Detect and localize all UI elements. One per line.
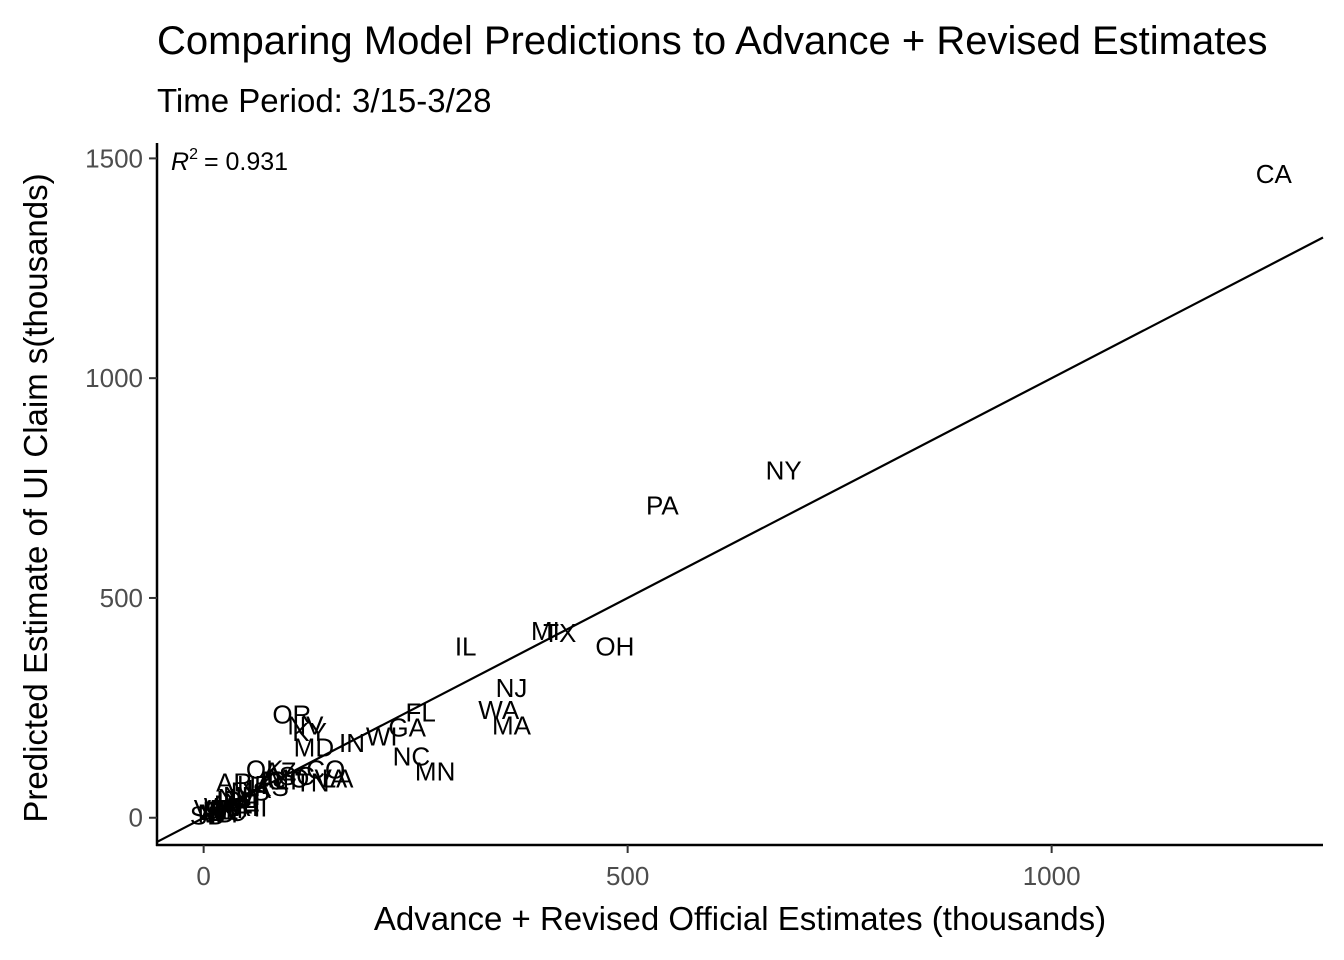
point-label-tn: TN	[295, 768, 330, 798]
point-label-mt: MT	[210, 794, 248, 824]
point-label-nv: NV	[287, 711, 324, 741]
point-label-nj: NJ	[496, 673, 528, 703]
x-tick-label: 1000	[1023, 861, 1081, 891]
point-label-mi: MI	[531, 616, 560, 646]
point-label-la: LA	[322, 763, 354, 793]
point-label-ok: OK	[246, 754, 284, 784]
point-label-va: VA	[314, 763, 347, 793]
point-label-or: OR	[272, 700, 311, 730]
point-label-in: IN	[339, 728, 365, 758]
y-axis-title: Predicted Estimate of UI Claim s(thousan…	[17, 173, 54, 822]
point-label-mn: MN	[415, 757, 455, 787]
point-label-vt: VT	[194, 794, 227, 824]
point-label-id: ID	[216, 785, 242, 815]
y-tick-label: 1500	[85, 143, 143, 173]
point-label-al: AL	[257, 765, 289, 795]
y-tick-label: 1000	[85, 363, 143, 393]
point-label-nh: NH	[223, 781, 261, 811]
regression-line	[156, 236, 1324, 843]
point-label-ct: CT	[267, 765, 302, 795]
point-label-me: ME	[214, 790, 253, 820]
point-label-pa: PA	[646, 491, 679, 521]
x-tick-label: 0	[196, 861, 210, 891]
point-label-ca: CA	[1256, 159, 1293, 189]
point-label-wy: WY	[201, 798, 243, 828]
point-label-hi: HI	[242, 793, 268, 823]
point-label-il: IL	[455, 631, 477, 661]
point-label-ny: NY	[766, 456, 802, 486]
x-tick-label: 500	[606, 861, 649, 891]
point-label-sd: SD	[190, 801, 226, 831]
point-label-ak: AK	[202, 796, 237, 826]
point-label-nd: ND	[198, 798, 236, 828]
chart-title: Comparing Model Predictions to Advance +…	[157, 19, 1268, 63]
point-label-co: CO	[306, 754, 345, 784]
point-label-de: DE	[203, 795, 239, 825]
point-label-fl: FL	[406, 697, 436, 727]
point-label-mo: MO	[267, 763, 309, 793]
point-label-ut: UT	[237, 770, 272, 800]
point-label-ar: AR	[216, 768, 252, 798]
point-label-dc: DC	[209, 797, 247, 827]
point-label-ia: IA	[246, 774, 271, 804]
point-label-sc: SC	[279, 761, 315, 791]
point-label-wv: WV	[204, 792, 247, 822]
point-label-tx: TX	[543, 618, 576, 648]
point-label-az: AZ	[263, 757, 296, 787]
point-label-ms: MS	[231, 776, 270, 806]
point-label-nc: NC	[393, 741, 431, 771]
point-label-nm: NM	[217, 783, 257, 813]
point-label-wa: WA	[478, 695, 520, 725]
chart-subtitle: Time Period: 3/15-3/28	[157, 82, 491, 119]
r-squared-annotation: R2 = 0.931	[171, 146, 288, 176]
point-label-ne: NE	[224, 787, 260, 817]
y-tick-label: 500	[100, 583, 143, 613]
point-label-ga: GA	[388, 713, 426, 743]
point-label-ri: RI	[233, 792, 259, 822]
y-tick-label: 0	[129, 803, 143, 833]
point-label-ky: KY	[292, 717, 327, 747]
point-label-md: MD	[294, 732, 334, 762]
point-label-oh: OH	[595, 631, 634, 661]
x-axis-title: Advance + Revised Official Estimates (th…	[374, 900, 1106, 937]
point-label-ma: MA	[492, 711, 532, 741]
point-label-wi: WI	[366, 721, 398, 751]
point-label-ks: KS	[254, 772, 289, 802]
